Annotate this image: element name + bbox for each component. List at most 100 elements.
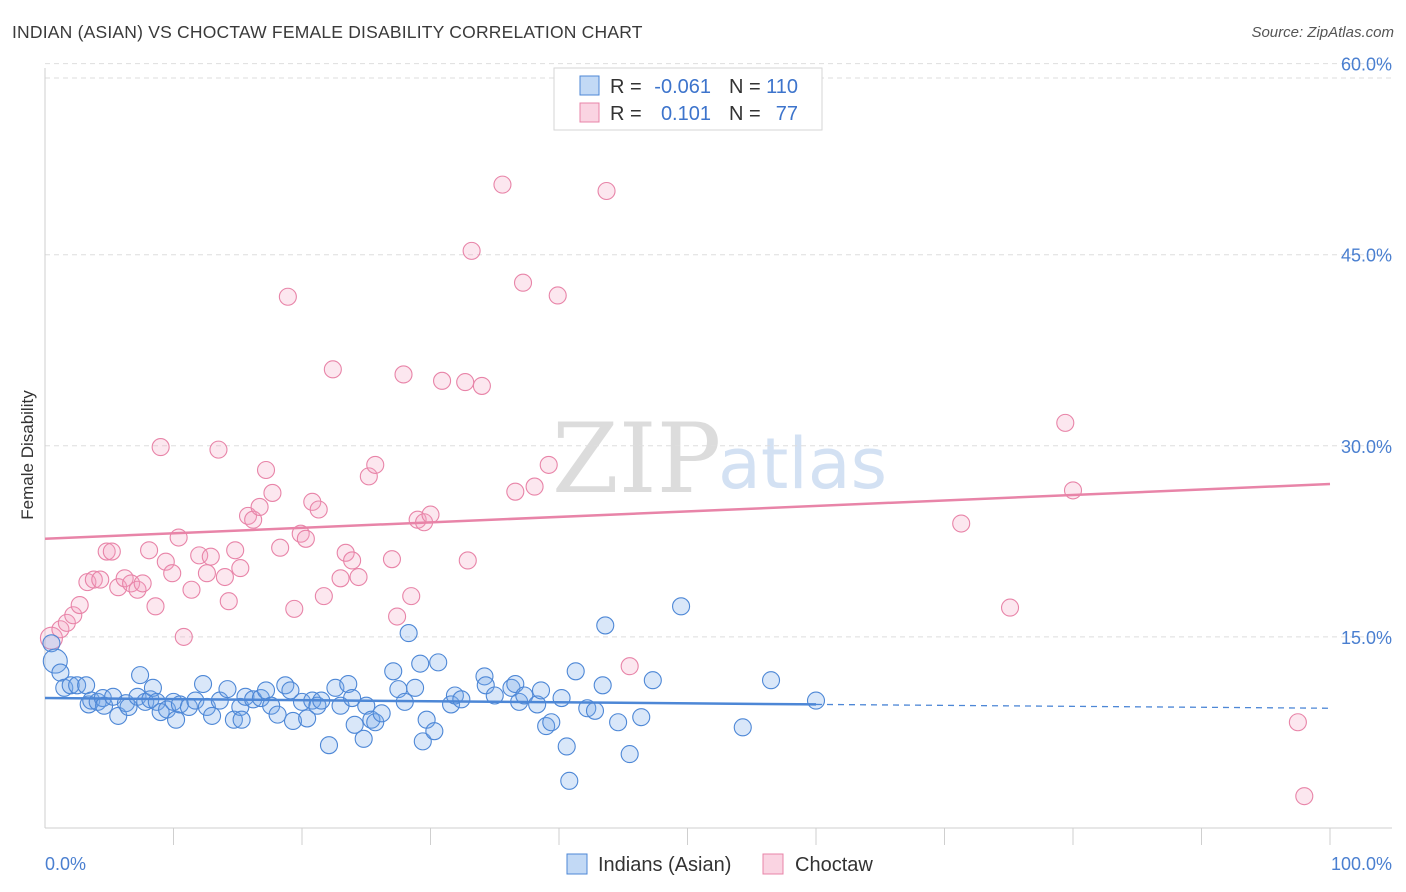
choctaw-point bbox=[140, 541, 159, 560]
choctaw-point bbox=[421, 505, 440, 524]
indians-asian-point bbox=[566, 662, 585, 681]
choctaw-point bbox=[402, 587, 421, 606]
choctaw-points bbox=[39, 175, 1314, 806]
choctaw-point bbox=[285, 599, 304, 618]
indians-asian-point bbox=[42, 634, 61, 653]
indians-asian-point bbox=[429, 653, 448, 672]
bottom-legend-label-blue: Indians (Asian) bbox=[598, 854, 731, 876]
choctaw-point bbox=[462, 241, 481, 260]
trend-line-indians-asian-extension bbox=[815, 703, 1331, 709]
watermark-zip: ZIP bbox=[552, 403, 721, 515]
indians-asian-point bbox=[411, 654, 430, 673]
choctaw-point bbox=[84, 570, 103, 589]
indians-asian-point bbox=[384, 662, 403, 681]
legend-n-label-pink: N = bbox=[729, 103, 761, 125]
indians-asian-point bbox=[552, 689, 571, 708]
indians-asian-point bbox=[557, 737, 576, 756]
indians-asian-point bbox=[218, 680, 237, 699]
x-tick-label-min: 0.0% bbox=[45, 854, 86, 874]
choctaw-point bbox=[197, 564, 216, 583]
choctaw-point bbox=[394, 365, 413, 384]
indians-asian-point bbox=[203, 706, 222, 725]
choctaw-point bbox=[548, 286, 567, 305]
choctaw-point bbox=[343, 551, 362, 570]
choctaw-point bbox=[1056, 413, 1075, 432]
indians-asian-point bbox=[345, 715, 364, 734]
choctaw-point bbox=[263, 483, 282, 502]
indians-asian-point bbox=[425, 722, 444, 741]
indians-asian-point bbox=[354, 729, 373, 748]
choctaw-point bbox=[513, 273, 533, 292]
indians-asian-point bbox=[167, 710, 186, 729]
indians-asian-point bbox=[232, 710, 251, 729]
choctaw-point bbox=[133, 574, 152, 593]
choctaw-point bbox=[303, 492, 322, 511]
choctaw-point bbox=[271, 538, 290, 557]
indians-asian-point bbox=[643, 671, 662, 690]
choctaw-point bbox=[620, 657, 639, 676]
indians-asian-point bbox=[476, 676, 495, 695]
y-tick-labels: 15.0% 30.0% 45.0% 60.0% bbox=[1341, 55, 1392, 648]
choctaw-point bbox=[256, 460, 276, 480]
choctaw-point bbox=[296, 529, 315, 548]
indians-asian-point bbox=[413, 732, 432, 751]
indians-asian-point bbox=[609, 713, 628, 732]
indians-asian-point bbox=[452, 690, 471, 709]
trend-line-indians-asian bbox=[44, 696, 817, 706]
indians-asian-point bbox=[343, 689, 362, 708]
choctaw-point bbox=[219, 592, 238, 611]
choctaw-point bbox=[456, 373, 475, 392]
choctaw-point bbox=[291, 524, 310, 543]
choctaw-point bbox=[309, 500, 328, 519]
choctaw-point bbox=[472, 376, 491, 395]
choctaw-point bbox=[169, 528, 188, 547]
indians-asian-point bbox=[399, 624, 418, 643]
choctaw-point bbox=[1288, 713, 1307, 732]
choctaw-point bbox=[952, 514, 971, 533]
indians-asian-points bbox=[42, 597, 826, 790]
choctaw-point bbox=[163, 564, 182, 583]
choctaw-point bbox=[458, 551, 477, 570]
choctaw-point bbox=[64, 606, 83, 625]
indians-asian-point bbox=[256, 681, 276, 700]
x-tick-marks bbox=[173, 828, 1331, 845]
indians-asian-point bbox=[283, 711, 303, 731]
choctaw-point bbox=[231, 559, 250, 578]
y-tick-label: 60.0% bbox=[1341, 55, 1392, 75]
choctaw-point bbox=[331, 569, 350, 588]
indians-asian-point bbox=[61, 676, 80, 695]
choctaw-point bbox=[70, 595, 89, 615]
choctaw-point bbox=[525, 477, 544, 496]
choctaw-point bbox=[433, 371, 452, 390]
indians-asian-point bbox=[406, 678, 425, 697]
indians-asian-point bbox=[77, 676, 96, 695]
choctaw-point bbox=[97, 542, 116, 561]
indians-asian-point bbox=[632, 708, 651, 727]
indians-asian-point bbox=[262, 696, 281, 715]
choctaw-point bbox=[493, 175, 512, 194]
indians-asian-point bbox=[268, 705, 287, 724]
indians-asian-point bbox=[761, 671, 781, 690]
indians-asian-point bbox=[620, 745, 639, 764]
choctaw-point bbox=[151, 438, 170, 457]
legend-swatch-blue bbox=[579, 75, 600, 96]
indians-asian-point bbox=[366, 713, 385, 732]
choctaw-point bbox=[190, 546, 209, 565]
indians-asian-point bbox=[806, 691, 826, 710]
x-tick-label-max: 100.0% bbox=[1331, 854, 1392, 874]
choctaw-point bbox=[182, 580, 201, 599]
indians-asian-point bbox=[542, 713, 561, 732]
choctaw-point bbox=[174, 627, 193, 646]
choctaw-point bbox=[226, 541, 245, 560]
bottom-legend: Indians (Asian) Choctaw bbox=[566, 853, 873, 876]
indians-asian-point bbox=[560, 771, 579, 790]
legend-n-value-blue: 110 bbox=[766, 76, 798, 98]
bottom-legend-label-pink: Choctaw bbox=[795, 854, 873, 876]
legend-swatch-pink bbox=[579, 102, 600, 123]
indians-asian-point bbox=[528, 695, 547, 714]
y-tick-label: 45.0% bbox=[1341, 246, 1392, 266]
gridlines bbox=[45, 63, 1392, 638]
watermark-atlas: atlas bbox=[718, 423, 887, 505]
choctaw-point bbox=[201, 547, 220, 566]
